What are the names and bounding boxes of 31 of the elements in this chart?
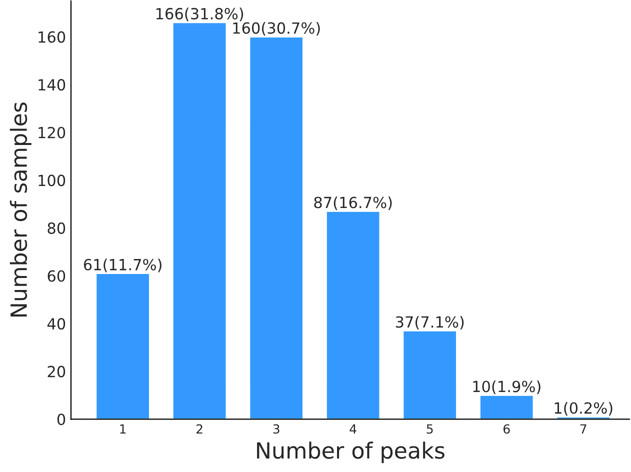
x-tick-label: 7 [580,424,586,434]
y-tick-label: 160 [38,31,66,43]
x-tick-label: 4 [350,424,356,434]
x-tick-label: 2 [196,424,202,434]
y-tick-label: 60 [48,270,66,282]
bar [326,210,381,420]
y-tick-label: 40 [47,318,66,330]
bar [402,330,458,420]
y-tick-label: 100 [38,174,66,186]
data-label: 1(0.2%) [554,402,612,416]
bar [172,22,228,420]
data-label: 160(30.7%) [233,22,320,36]
x-tick-label: 6 [504,424,510,434]
data-label: 87(16.7%) [314,196,392,210]
data-label: 61(11.7%) [84,258,162,272]
bar [248,36,304,420]
data-label: 10(1.9%) [473,380,540,394]
data-label: 37(7.1%) [396,316,464,330]
y-tick-label: 80 [48,222,66,234]
y-axis-title: Number of samples [10,102,32,316]
y-tick-label: 120 [38,126,66,138]
bar [479,394,534,420]
bar [95,272,150,420]
y-tick-label: 140 [38,79,66,91]
x-tick-label: 1 [120,424,126,434]
data-label: 166(31.8%) [156,8,244,22]
y-tick-label: 0 [57,414,66,426]
x-axis-title: Number of peaks [257,442,444,464]
y-tick-label: 20 [48,366,66,378]
x-tick-label: 3 [273,424,280,434]
x-tick-label: 5 [426,424,433,434]
